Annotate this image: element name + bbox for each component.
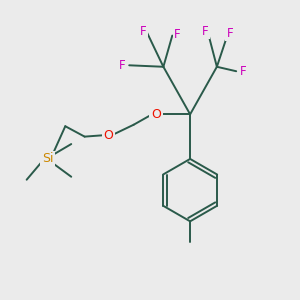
Text: F: F: [174, 28, 181, 41]
Text: F: F: [239, 65, 246, 78]
Text: F: F: [140, 25, 146, 38]
Text: F: F: [119, 59, 126, 72]
Text: Si: Si: [42, 152, 53, 165]
Text: F: F: [202, 25, 208, 38]
Text: F: F: [227, 27, 234, 40]
Text: O: O: [103, 129, 113, 142]
Text: O: O: [151, 108, 161, 121]
